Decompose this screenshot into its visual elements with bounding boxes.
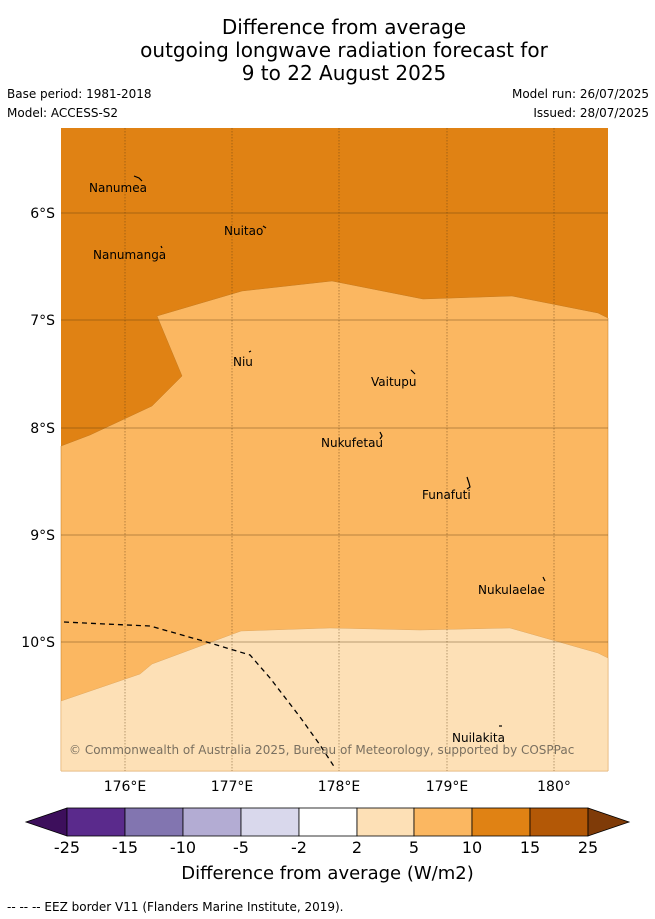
colorbar-title: Difference from average (W/m2) [181,863,474,884]
colorbar-extend-low [24,807,68,837]
colorbar-segment-6 [356,807,415,837]
island-label-vaitupu: Vaitupu [371,375,417,389]
x-axis-labels: 176°E 177°E 178°E 179°E 180° [104,779,571,795]
x-tick-180: 180° [537,779,571,795]
y-tick-6s: 6°S [30,206,55,222]
island-label-niu: Niu [233,355,253,369]
island-nukulaelae-shape [542,576,546,582]
title-line-1: Difference from average [221,15,467,39]
title-line-3: 9 to 22 August 2025 [241,61,447,85]
y-tick-10s: 10°S [21,635,55,651]
colorbar-tick: 25 [578,838,598,857]
copyright-notice: © Commonwealth of Australia 2025, Bureau… [69,743,574,757]
map-area [60,128,609,772]
island-label-nuitao: Nuitao [224,224,263,238]
x-tick-176e: 176°E [104,779,147,795]
base-period-label: Base period: 1981-2018 [7,87,152,101]
x-tick-179e: 179°E [426,779,469,795]
issued-label: Issued: 28/07/2025 [533,106,649,120]
colorbar [24,807,631,837]
colorbar-tick: 2 [352,838,362,857]
colorbar-extend-high [587,807,631,837]
colorbar-tick: -10 [170,838,196,857]
colorbar-tick: 5 [409,838,419,857]
eez-footnote: -- -- -- EEZ border V11 (Flanders Marine… [7,900,344,914]
y-tick-8s: 8°S [30,421,55,437]
island-nuitao-shape [262,225,267,229]
chart-title: Difference from average outgoing longwav… [0,16,655,85]
grid-lines [61,128,608,771]
colorbar-segment-8 [471,807,531,837]
colorbar-segment-2 [124,807,184,837]
y-tick-7s: 7°S [30,313,55,329]
island-labels: Nanumea Nuitao Nanumanga Niu Vaitupu Nuk… [89,181,545,745]
colorbar-segment-9 [529,807,589,837]
colorbar-segment-7 [413,807,473,837]
colorbar-segment-5 [298,807,358,837]
colorbar-segment-3 [182,807,242,837]
colorbar-tick: -2 [291,838,307,857]
island-label-nanumea: Nanumea [89,181,147,195]
island-vaitupu-shape [410,369,416,375]
x-tick-177e: 177°E [211,779,254,795]
colorbar-tick-labels: -25 -15 -10 -5 -2 2 5 10 15 25 [54,838,598,857]
model-label: Model: ACCESS-S2 [7,106,119,120]
island-label-nukufetau: Nukufetau [321,436,383,450]
island-label-nukulaelae: Nukulaelae [478,583,545,597]
y-tick-9s: 9°S [30,528,55,544]
colorbar-segment-4 [240,807,300,837]
island-nanumea-shape [133,175,143,182]
eez-border-line [63,621,336,769]
island-funafuti-shape [466,476,471,490]
y-axis-labels: 6°S 7°S 8°S 9°S 10°S [21,206,55,651]
title-line-2: outgoing longwave radiation forecast for [140,38,548,62]
colorbar-tick: 15 [520,838,540,857]
colorbar-tick: -15 [112,838,138,857]
island-niu-shape [248,350,252,353]
island-nukufetau-shape [379,431,383,440]
island-shapes [133,175,546,727]
island-nanumanga-shape [160,245,163,249]
island-label-funafuti: Funafuti [422,488,471,502]
colorbar-segment-1 [66,807,126,837]
map-band-2-5 [60,627,609,772]
colorbar-tick: 10 [462,838,482,857]
colorbar-tick: -5 [233,838,249,857]
island-label-nanumanga: Nanumanga [93,248,166,262]
island-label-nuilakita: Nuilakita [452,731,505,745]
colorbar-tick: -25 [54,838,80,857]
model-run-label: Model run: 26/07/2025 [511,87,649,101]
x-tick-178e: 178°E [318,779,361,795]
